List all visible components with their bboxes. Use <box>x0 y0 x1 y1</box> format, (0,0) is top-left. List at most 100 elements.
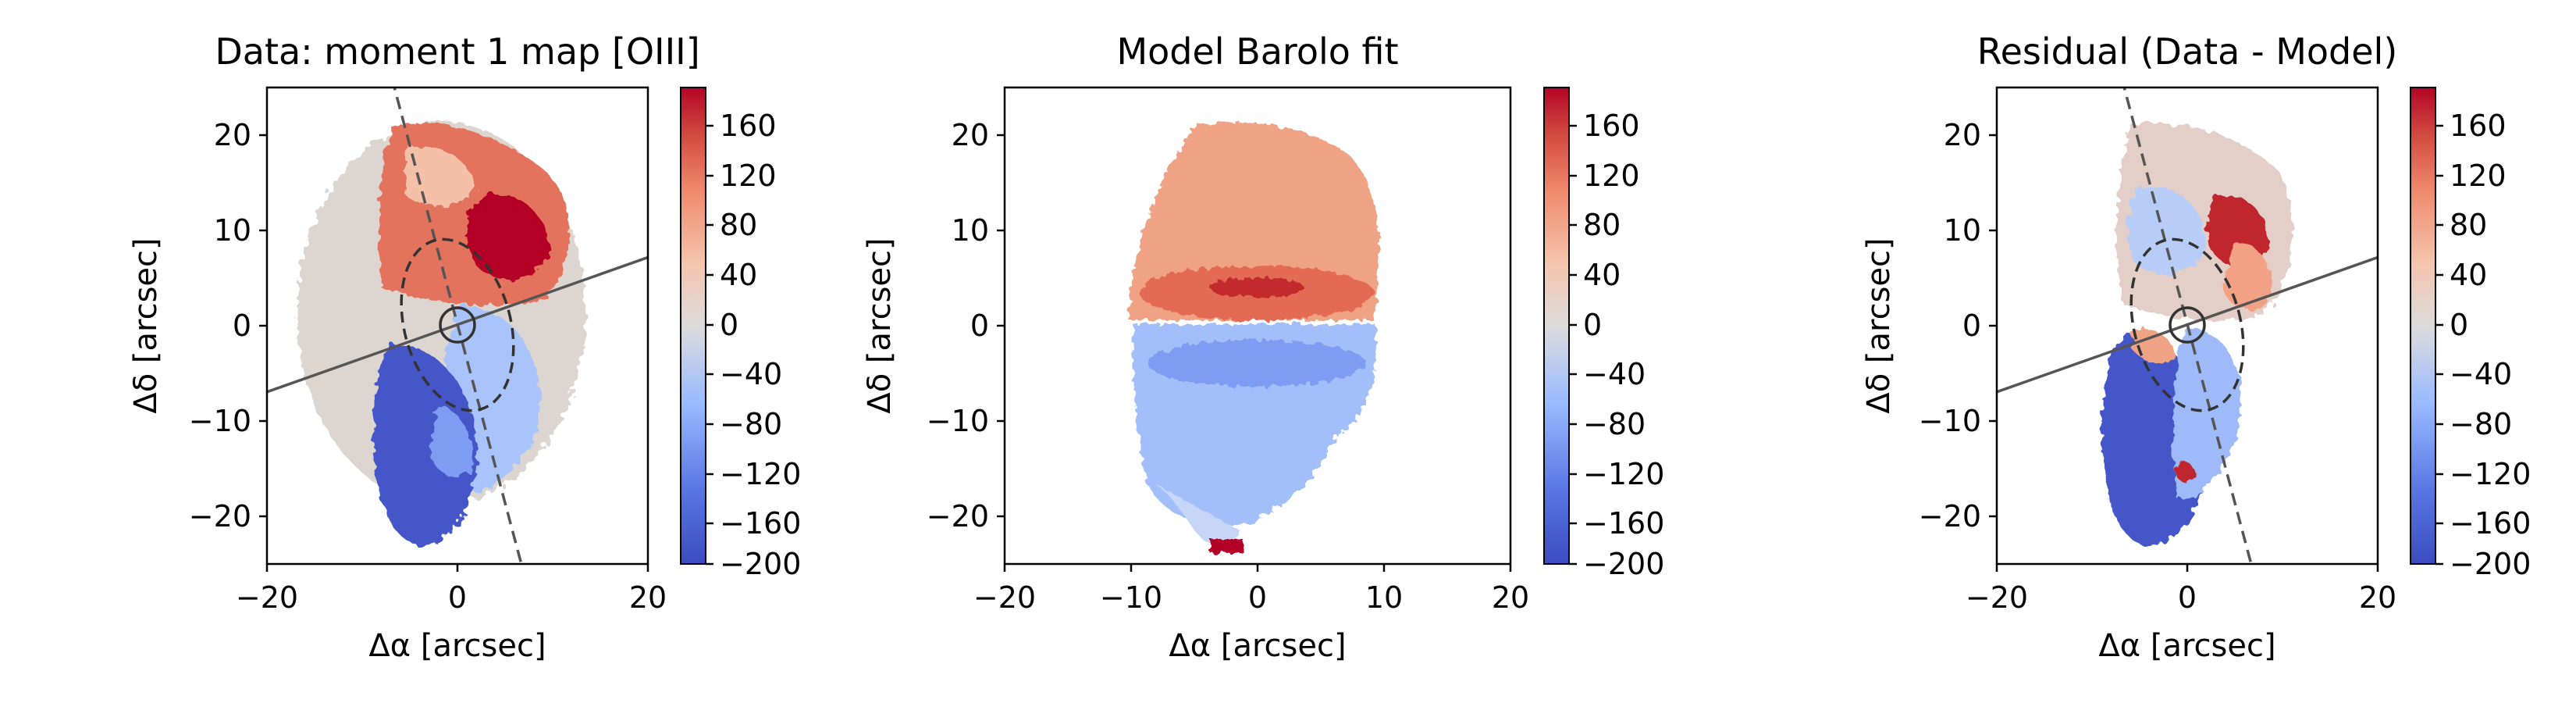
panel2-cbar-tick: 40 <box>1583 258 1621 292</box>
panel1-colorbar: 160 120 80 40 0 −40 −80 −120 −160 −200 <box>680 87 801 581</box>
panel2-cbar-tick: 0 <box>1583 308 1602 342</box>
panel1-colorbar-bar <box>680 87 706 565</box>
panel3-xlabel: Δα [arcsec] <box>2098 628 2275 664</box>
panel-data-moment1: Data: moment 1 map [OIII] −20 0 <box>128 30 801 664</box>
panel2-ytick: 20 <box>952 118 989 152</box>
panel3-title: Residual (Data - Model) <box>1977 30 2398 73</box>
panel3-minor-axis <box>1997 255 2378 394</box>
panel3-cbar-tick: 120 <box>2450 159 2507 193</box>
panel1-overlays <box>267 87 648 564</box>
panel1-ellipse <box>400 237 515 412</box>
panel2-cbar-tick: −200 <box>1583 547 1664 581</box>
panel1-blue-region <box>373 344 477 547</box>
panel1-title: Data: moment 1 map [OIII] <box>215 30 699 73</box>
panel3-ytick: 0 <box>1962 309 1981 343</box>
panel3-overlays <box>1997 87 2378 564</box>
panel2-colorbar: 160 120 80 40 0 −40 −80 −120 −160 −200 <box>1543 87 1664 581</box>
panel3-ytick: −20 <box>1919 499 1981 533</box>
panel1-cbar-tick: −80 <box>720 407 782 441</box>
panel2-colorbar-bar <box>1543 87 1570 565</box>
panel-residual: Residual (Data - Model) −20 <box>1861 30 2531 664</box>
panel3-xaxis: −20 0 20 Δα [arcsec] <box>1966 564 2396 664</box>
panel1-ytick: 0 <box>233 309 251 343</box>
panel-model-barolo: Model Barolo fit −20 −10 0 10 20 <box>862 30 1664 664</box>
panel2-yaxis: 20 10 0 −10 −20 Δδ [arcsec] <box>862 118 1005 533</box>
panel2-title: Model Barolo fit <box>1116 30 1398 73</box>
panel3-cbar-tick: 0 <box>2450 308 2468 342</box>
panel1-yaxis: 20 10 0 −10 −20 Δδ [arcsec] <box>128 118 267 533</box>
panel2-xtick: 10 <box>1365 580 1403 615</box>
panel2-ytick: −20 <box>927 499 989 533</box>
panel1-cbar-tick: 0 <box>720 308 738 342</box>
panel1-cbar-tick: −200 <box>720 547 801 581</box>
panel2-ytick: 0 <box>970 309 989 343</box>
panel3-yaxis: 20 10 0 −10 −20 Δδ [arcsec] <box>1861 118 1997 533</box>
panel3-xtick: −20 <box>1966 580 2028 615</box>
panel3-cbar-tick: −80 <box>2450 407 2512 441</box>
panel3-cbar-tick: 40 <box>2450 258 2487 292</box>
panel3-ylabel: Δδ [arcsec] <box>1861 237 1897 413</box>
panel3-xtick: 0 <box>2178 580 2197 615</box>
panel2-cbar-tick: −80 <box>1583 407 1646 441</box>
panel2-ytick: 10 <box>952 213 989 248</box>
panel3-cbar-tick: 160 <box>2450 109 2507 143</box>
panel2-map <box>1128 122 1379 553</box>
panel2-xtick: 0 <box>1248 580 1267 615</box>
panel2-blue-tail <box>1155 484 1241 544</box>
panel1-cbar-tick: 80 <box>720 208 757 242</box>
panel2-xlabel: Δα [arcsec] <box>1169 628 1346 664</box>
panel1-xlabel: Δα [arcsec] <box>368 628 546 664</box>
panel3-mid-blue-region <box>2172 328 2242 500</box>
panel1-minor-axis <box>267 255 648 394</box>
panel2-cbar-tick: −40 <box>1583 357 1646 391</box>
panel3-ellipse <box>2129 237 2245 412</box>
panel1-map <box>297 121 585 547</box>
panel3-ytick: 20 <box>1944 118 1981 152</box>
panel1-cbar-tick: 40 <box>720 258 757 292</box>
panel3-xtick: 20 <box>2359 580 2396 615</box>
panel2-cbar-tick: 160 <box>1583 109 1640 143</box>
panel3-map <box>2102 123 2293 547</box>
panel3-salmon-patch <box>2225 242 2272 311</box>
panel1-cbar-tick: −120 <box>720 457 801 491</box>
panel1-xtick: −20 <box>236 580 298 615</box>
panel2-xtick: −20 <box>973 580 1036 615</box>
panel1-center-circle <box>439 306 476 344</box>
panel3-cbar-tick: −40 <box>2450 357 2512 391</box>
panel3-cbar-tick: −160 <box>2450 506 2531 541</box>
panel2-xtick: −10 <box>1100 580 1162 615</box>
panel3-ytick: 10 <box>1944 213 1981 248</box>
panel3-center-circle <box>2169 306 2206 344</box>
panel1-cbar-tick: −40 <box>720 357 782 391</box>
panel3-colorbar: 160 120 80 40 0 −40 −80 −120 −160 −200 <box>2410 87 2531 581</box>
panel2-cbar-tick: −120 <box>1583 457 1664 491</box>
panel2-cbar-tick: −160 <box>1583 506 1664 541</box>
panel2-blue-band <box>1147 340 1366 387</box>
panel2-ylabel: Δδ [arcsec] <box>862 237 898 413</box>
panel2-xaxis: −20 −10 0 10 20 Δα [arcsec] <box>973 564 1529 664</box>
panel1-ylabel: Δδ [arcsec] <box>128 237 164 413</box>
panel1-ytick: −10 <box>189 404 251 438</box>
panel1-ytick: −20 <box>189 499 251 533</box>
panel1-light-red-patch <box>406 146 476 206</box>
panel2-deep-red-band <box>1210 277 1304 298</box>
panel1-cbar-tick: −160 <box>720 506 801 541</box>
panel1-xaxis: −20 0 20 Δα [arcsec] <box>236 564 667 664</box>
panel3-ytick: −10 <box>1919 404 1981 438</box>
panel2-stripe-artifact <box>1210 539 1243 553</box>
panel1-ytick: 20 <box>214 118 251 152</box>
panel1-cbar-tick: 120 <box>720 159 777 193</box>
panel1-cbar-tick: 160 <box>720 109 777 143</box>
panel2-cbar-tick: 80 <box>1583 208 1621 242</box>
panel2-xtick: 20 <box>1492 580 1529 615</box>
panel1-xtick: 20 <box>629 580 667 615</box>
panel1-ytick: 10 <box>214 213 251 248</box>
panel1-deep-red-patch <box>466 194 550 280</box>
panel3-cbar-tick: −200 <box>2450 547 2531 581</box>
panel1-mid-blue-patch <box>429 406 473 477</box>
panel3-colorbar-bar <box>2410 87 2436 565</box>
panel3-cbar-tick: 80 <box>2450 208 2487 242</box>
panel2-cbar-tick: 120 <box>1583 159 1640 193</box>
panel1-xtick: 0 <box>448 580 467 615</box>
